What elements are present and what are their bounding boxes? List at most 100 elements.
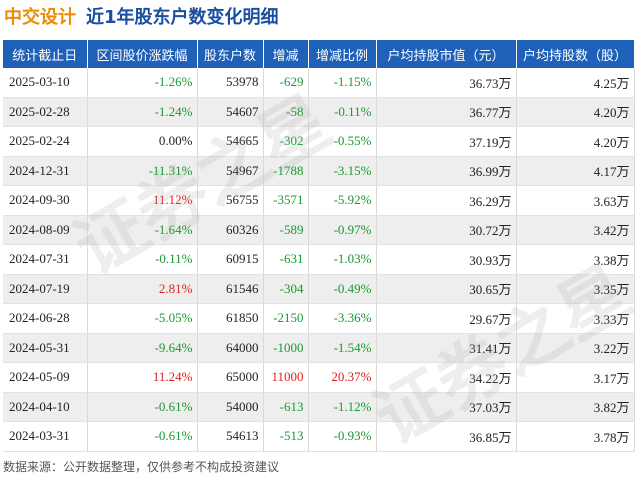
cell-price-change: -1.24% (87, 97, 198, 127)
col-header-price-change: 区间股价涨跌幅 (87, 40, 198, 68)
cell-avg-value: 37.03万 (376, 392, 517, 422)
cell-price-change: 11.24% (87, 362, 198, 393)
table-row: 2024-05-09 11.24% 65000 11000 20.37% 34.22万 3.… (3, 362, 635, 393)
cell-avg-shares: 4.17万 (516, 156, 635, 186)
data-source-note: 数据来源：公开数据整理，仅供参考不构成投资建议 (3, 460, 280, 474)
cell-date: 2024-07-19 (3, 274, 88, 304)
cell-price-change: -0.61% (87, 421, 198, 452)
cell-avg-shares: 4.20万 (516, 97, 635, 127)
table-header-row: 统计截止日 区间股价涨跌幅 股东户数 增减 增减比例 户均持股市值（元） 户均持… (3, 40, 635, 68)
cell-ratio: -0.11% (308, 97, 377, 127)
cell-ratio: -1.12% (308, 392, 377, 422)
cell-date: 2025-02-24 (3, 126, 88, 157)
table-row: 2024-07-19 2.81% 61546 -304 -0.49% 30.65万 3.35… (3, 274, 635, 304)
cell-holders: 54613 (197, 421, 264, 452)
cell-avg-shares: 3.17万 (516, 362, 635, 393)
cell-holders: 65000 (197, 362, 264, 393)
cell-ratio: -1.03% (308, 244, 377, 275)
cell-holders: 61546 (197, 274, 264, 304)
cell-avg-shares: 3.35万 (516, 274, 635, 304)
cell-ratio: 20.37% (308, 362, 377, 393)
cell-avg-value: 36.73万 (376, 68, 517, 98)
col-header-avg-value: 户均持股市值（元） (376, 40, 517, 68)
cell-delta: -2150 (263, 303, 309, 334)
cell-holders: 54665 (197, 126, 264, 157)
cell-delta: 11000 (263, 362, 309, 393)
page-title: 近1年股东户数变化明细 (86, 7, 279, 28)
cell-avg-shares: 3.33万 (516, 303, 635, 334)
cell-holders: 54967 (197, 156, 264, 186)
table-row: 2024-12-31 -11.31% 54967 -1788 -3.15% 36.99万 4… (3, 156, 635, 186)
cell-avg-shares: 4.25万 (516, 68, 635, 98)
table-row: 2025-02-28 -1.24% 54607 -58 -0.11% 36.77万 4.20… (3, 97, 635, 127)
cell-price-change: -1.64% (87, 215, 198, 245)
cell-price-change: 11.12% (87, 185, 198, 216)
table-row: 2024-06-28 -5.05% 61850 -2150 -3.36% 29.67万 3.… (3, 303, 635, 334)
cell-ratio: -1.15% (308, 68, 377, 98)
table-row: 2024-09-30 11.12% 56755 -3571 -5.92% 36.29万 3.… (3, 185, 635, 216)
cell-avg-shares: 3.38万 (516, 244, 635, 275)
table-row: 2024-04-10 -0.61% 54000 -613 -1.12% 37.03万 3.8… (3, 392, 635, 422)
cell-avg-shares: 3.82万 (516, 392, 635, 422)
table-row: 2024-07-31 -0.11% 60915 -631 -1.03% 30.93万 3.3… (3, 244, 635, 275)
cell-price-change: -0.61% (87, 392, 198, 422)
cell-delta: -631 (263, 244, 309, 275)
cell-avg-value: 37.19万 (376, 126, 517, 157)
cell-date: 2024-03-31 (3, 421, 88, 452)
page-header: 中交设计 近1年股东户数变化明细 (4, 3, 279, 29)
cell-ratio: -5.92% (308, 185, 377, 216)
cell-ratio: -0.97% (308, 215, 377, 245)
cell-delta: -3571 (263, 185, 309, 216)
cell-ratio: -1.54% (308, 333, 377, 363)
cell-delta: -589 (263, 215, 309, 245)
cell-avg-value: 36.85万 (376, 421, 517, 452)
cell-avg-value: 34.22万 (376, 362, 517, 393)
cell-date: 2025-02-28 (3, 97, 88, 127)
cell-holders: 54000 (197, 392, 264, 422)
cell-date: 2024-12-31 (3, 156, 88, 186)
cell-avg-value: 30.93万 (376, 244, 517, 275)
cell-holders: 64000 (197, 333, 264, 363)
cell-avg-value: 36.77万 (376, 97, 517, 127)
cell-delta: -513 (263, 421, 309, 452)
cell-price-change: -1.26% (87, 68, 198, 98)
cell-avg-value: 36.99万 (376, 156, 517, 186)
cell-holders: 53978 (197, 68, 264, 98)
cell-delta: -1788 (263, 156, 309, 186)
cell-ratio: -0.49% (308, 274, 377, 304)
cell-avg-shares: 3.63万 (516, 185, 635, 216)
col-header-holders: 股东户数 (197, 40, 264, 68)
shareholder-table: 统计截止日 区间股价涨跌幅 股东户数 增减 增减比例 户均持股市值（元） 户均持… (3, 40, 635, 452)
cell-holders: 56755 (197, 185, 264, 216)
cell-avg-shares: 4.20万 (516, 126, 635, 157)
cell-avg-shares: 3.78万 (516, 421, 635, 452)
cell-avg-value: 30.65万 (376, 274, 517, 304)
table-row: 2024-05-31 -9.64% 64000 -1000 -1.54% 31.41万 3.… (3, 333, 635, 363)
table-row: 2024-08-09 -1.64% 60326 -589 -0.97% 30.72万 3.4… (3, 215, 635, 245)
cell-price-change: -9.64% (87, 333, 198, 363)
cell-avg-value: 31.41万 (376, 333, 517, 363)
cell-ratio: -3.36% (308, 303, 377, 334)
col-header-date: 统计截止日 (3, 40, 88, 68)
cell-date: 2025-03-10 (3, 68, 88, 98)
cell-date: 2024-05-09 (3, 362, 88, 393)
cell-holders: 60326 (197, 215, 264, 245)
cell-holders: 54607 (197, 97, 264, 127)
cell-ratio: -3.15% (308, 156, 377, 186)
cell-delta: -1000 (263, 333, 309, 363)
cell-date: 2024-05-31 (3, 333, 88, 363)
cell-delta: -302 (263, 126, 309, 157)
table-row: 2025-03-10 -1.26% 53978 -629 -1.15% 36.73万 4.2… (3, 68, 635, 98)
cell-avg-value: 29.67万 (376, 303, 517, 334)
cell-date: 2024-06-28 (3, 303, 88, 334)
cell-price-change: -11.31% (87, 156, 198, 186)
cell-ratio: -0.55% (308, 126, 377, 157)
cell-date: 2024-04-10 (3, 392, 88, 422)
cell-price-change: -5.05% (87, 303, 198, 334)
cell-holders: 61850 (197, 303, 264, 334)
col-header-avg-shares: 户均持股数（股） (516, 40, 635, 68)
cell-price-change: 2.81% (87, 274, 198, 304)
cell-avg-shares: 3.22万 (516, 333, 635, 363)
col-header-ratio: 增减比例 (308, 40, 377, 68)
col-header-delta: 增减 (263, 40, 309, 68)
